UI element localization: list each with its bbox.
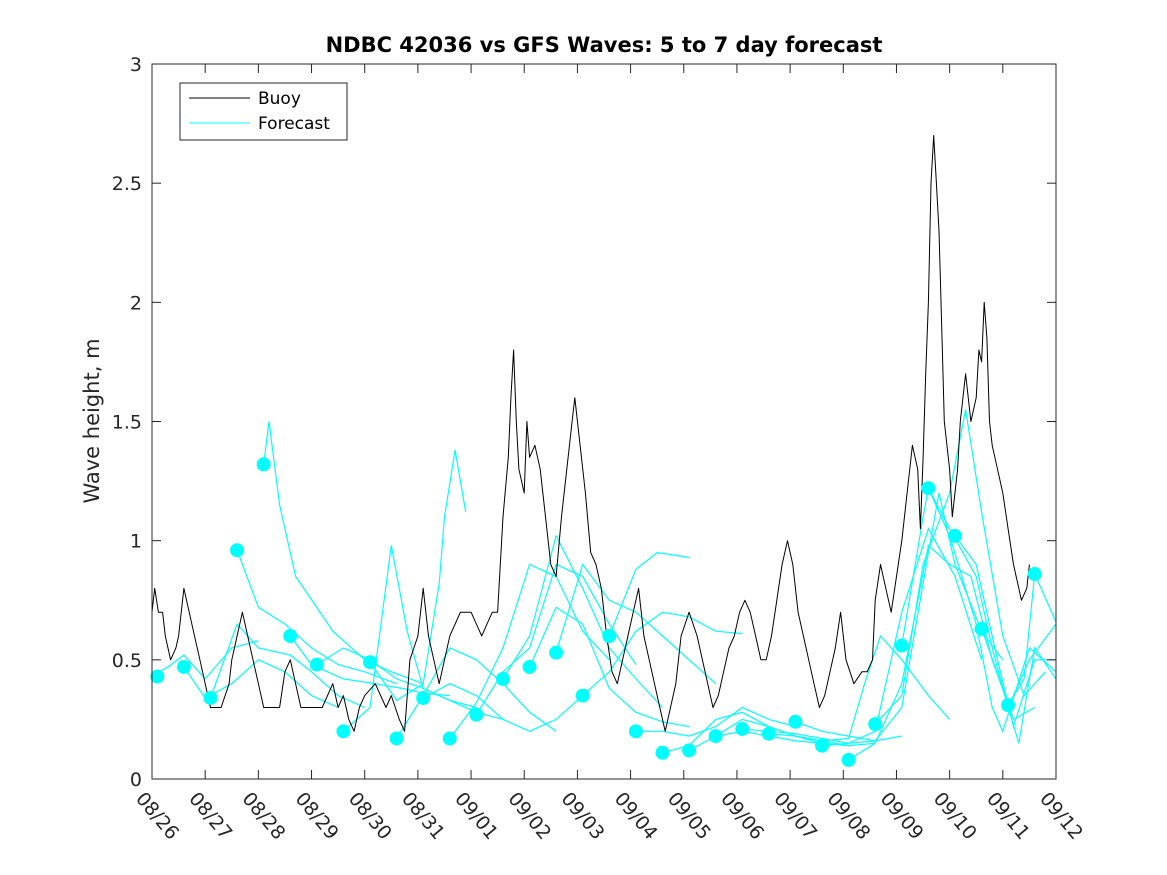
x-tick-label: 08/28 [238, 788, 290, 844]
forecast-marker [921, 481, 936, 496]
forecast-line [449, 563, 610, 739]
x-tick-label: 09/01 [450, 788, 502, 844]
x-tick-label: 09/03 [557, 788, 609, 844]
forecast-marker [894, 638, 909, 653]
legend-buoy-label: Buoy [258, 89, 301, 109]
y-tick-label: 2 [130, 292, 142, 314]
forecast-marker [469, 707, 484, 722]
x-tick-label: 08/29 [291, 788, 343, 844]
x-tick-label: 08/30 [344, 788, 396, 844]
forecast-marker [522, 659, 537, 674]
forecast-line [874, 409, 1046, 725]
forecast-line [608, 551, 690, 637]
forecast-marker [363, 655, 378, 670]
y-tick-label: 1 [130, 531, 142, 553]
y-axis: 0 0.5 1 1.5 2 2.5 3 [112, 54, 1056, 791]
forecast-line [263, 421, 424, 685]
legend-box [179, 82, 348, 141]
forecast-marker [708, 729, 723, 744]
forecast-marker [283, 629, 298, 643]
forecast-marker [815, 738, 830, 753]
x-tick-label: 09/11 [982, 788, 1034, 844]
plot-area [152, 64, 1056, 779]
forecast-marker [841, 752, 856, 767]
forecast-line [635, 706, 796, 737]
chart-title: NDBC 42036 vs GFS Waves: 5 to 7 day fore… [326, 33, 883, 57]
x-tick-label: 09/04 [610, 788, 662, 844]
forecast-marker [495, 671, 510, 686]
forecast-line [236, 549, 397, 685]
x-tick-label: 09/10 [929, 788, 981, 844]
x-tick-label: 08/31 [397, 788, 449, 844]
forecast-marker [735, 721, 750, 736]
y-tick-label: 0 [130, 769, 142, 791]
forecast-marker [602, 629, 617, 643]
forecast-marker [256, 457, 271, 472]
legend: Buoy Forecast [179, 82, 348, 141]
forecast-marker [628, 724, 643, 739]
forecast-marker [1027, 567, 1042, 582]
forecast-line [821, 527, 983, 747]
forecast-marker [1001, 698, 1016, 713]
y-tick-label: 2.5 [112, 173, 142, 195]
forecast-marker [761, 726, 776, 741]
x-tick-label: 09/07 [769, 788, 821, 844]
forecast-line [981, 628, 1057, 744]
forecast-marker [868, 717, 883, 732]
forecast-marker [974, 621, 989, 636]
forecast-marker [150, 669, 165, 684]
x-tick-label: 09/06 [716, 788, 768, 844]
marker-layer [150, 457, 1042, 767]
x-tick-label: 09/05 [663, 788, 715, 844]
forecast-marker [682, 743, 697, 758]
y-tick-label: 3 [130, 54, 142, 76]
forecast-marker [655, 745, 670, 760]
forecast-line [901, 486, 1057, 710]
forecast-line [1007, 571, 1057, 706]
forecast-marker [389, 731, 404, 746]
y-tick-label: 1.5 [112, 412, 142, 434]
y-tick-label: 0.5 [112, 650, 142, 672]
forecast-line [954, 535, 1056, 729]
forecast-marker [416, 690, 431, 705]
x-tick-label: 09/08 [822, 788, 874, 844]
x-tick-label: 09/09 [876, 788, 928, 844]
x-tick-label: 09/02 [503, 788, 555, 844]
forecast-marker [442, 731, 457, 746]
forecast-line [555, 563, 717, 685]
forecast-line [582, 611, 743, 697]
forecast-marker [309, 657, 324, 672]
forecast-line [475, 563, 637, 715]
forecast-marker [336, 724, 351, 739]
forecast-marker [230, 543, 245, 558]
forecast-line [502, 534, 663, 708]
forecast-line [209, 622, 365, 709]
forecast-marker [575, 688, 590, 703]
x-tick-label: 09/12 [1035, 788, 1087, 844]
y-axis-label: Wave height, m [80, 338, 104, 503]
forecast-marker [947, 528, 962, 543]
forecast-line [529, 606, 690, 728]
forecast-marker [176, 659, 191, 674]
legend-forecast-label: Forecast [258, 114, 330, 134]
forecast-marker [788, 714, 803, 729]
forecast-line [151, 640, 259, 680]
forecast-line [422, 683, 584, 732]
forecast-marker [549, 645, 564, 660]
buoy-line [151, 135, 1030, 732]
x-tick-label: 08/27 [184, 788, 236, 844]
x-tick-label: 08/26 [131, 788, 183, 844]
forecast-line [369, 449, 467, 702]
forecast-line [768, 634, 951, 742]
forecast-marker [203, 690, 218, 705]
